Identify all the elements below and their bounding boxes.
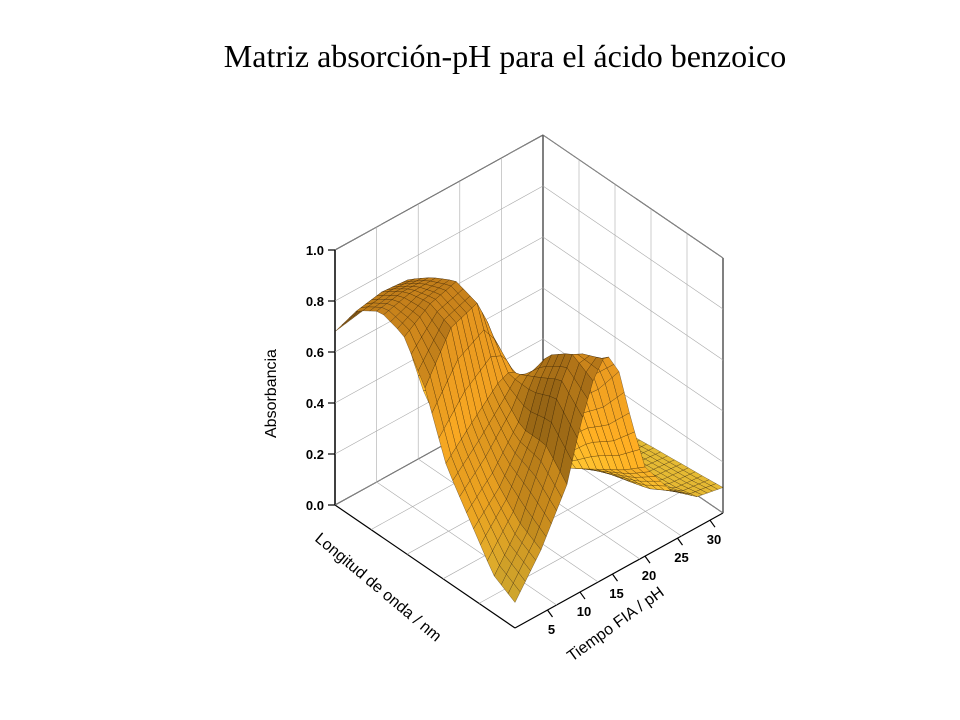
x-tick-label: 30 [707,532,721,547]
x-tick-mark [709,519,716,528]
axis-line [514,512,724,629]
surface-patch [341,314,355,326]
x-axis-ticks: 5 10 15 20 25 30 [547,519,721,637]
y-axis-label: Longitud de onda / nm [311,530,444,645]
x-tick-mark [547,609,553,618]
z-tick-label: 0.2 [306,447,324,462]
z-tick-label: 0.6 [306,345,324,360]
grid-line [334,134,544,251]
x-tick-label: 15 [609,586,623,601]
grid-line [542,185,724,310]
x-tick-label: 20 [642,568,656,583]
axis-line [334,504,516,629]
grid-line [376,481,557,606]
z-axis-label: Absorbancia [263,349,280,438]
grid-line [334,185,544,302]
grid-line [542,287,724,412]
z-tick-label: 0.4 [306,396,325,411]
surface-mesh [334,277,724,603]
x-tick-label: 10 [577,604,591,619]
x-tick-label: 25 [674,550,688,565]
x-tick-mark [677,537,683,546]
surface-patch [334,320,348,332]
z-tick-label: 0.8 [306,294,324,309]
z-tick-label: 1.0 [306,243,324,258]
chart-title: Matriz absorción-pH para el ácido benzoi… [223,38,787,74]
grid-line [542,236,724,361]
surface-patch [507,582,521,603]
x-tick-mark [579,591,586,600]
x-tick-mark [612,573,618,582]
x-tick-mark [644,555,651,564]
z-tick-label: 0.0 [306,498,324,513]
z-axis-ticks: 0.0 0.2 0.4 0.6 0.8 1.0 [306,243,335,513]
x-tick-label: 5 [548,622,555,637]
grid-line [542,134,724,259]
